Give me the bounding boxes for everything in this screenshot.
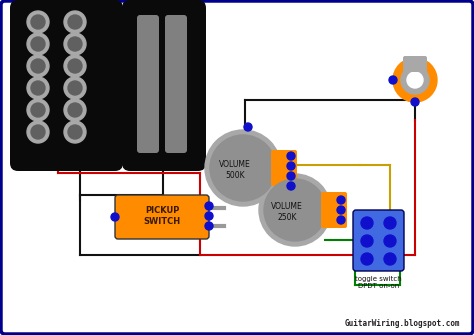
FancyBboxPatch shape (403, 56, 427, 72)
Circle shape (27, 55, 49, 77)
Circle shape (287, 172, 295, 180)
Text: PICKUP
SWITCH: PICKUP SWITCH (144, 206, 181, 226)
Text: VOLUME
500K: VOLUME 500K (219, 160, 251, 180)
Circle shape (337, 196, 345, 204)
Circle shape (210, 135, 276, 201)
Circle shape (31, 125, 45, 139)
Circle shape (407, 72, 423, 88)
Text: VOLUME
250K: VOLUME 250K (271, 202, 303, 222)
Circle shape (287, 162, 295, 170)
Circle shape (361, 235, 373, 247)
Circle shape (68, 81, 82, 95)
Circle shape (64, 55, 86, 77)
Circle shape (31, 103, 45, 117)
Circle shape (205, 130, 281, 206)
Circle shape (68, 103, 82, 117)
Circle shape (401, 66, 429, 94)
Circle shape (361, 217, 373, 229)
FancyBboxPatch shape (165, 15, 187, 153)
Circle shape (68, 37, 82, 51)
Circle shape (27, 99, 49, 121)
Circle shape (259, 174, 331, 246)
Circle shape (31, 81, 45, 95)
Circle shape (205, 222, 213, 230)
Circle shape (31, 37, 45, 51)
Circle shape (27, 121, 49, 143)
Circle shape (64, 121, 86, 143)
Circle shape (64, 11, 86, 33)
FancyBboxPatch shape (122, 0, 206, 171)
FancyBboxPatch shape (321, 192, 347, 228)
Circle shape (287, 182, 295, 190)
Circle shape (64, 99, 86, 121)
Circle shape (205, 212, 213, 220)
Circle shape (64, 77, 86, 99)
FancyBboxPatch shape (10, 0, 123, 171)
Circle shape (337, 206, 345, 214)
Circle shape (393, 58, 437, 102)
Circle shape (205, 202, 213, 210)
Circle shape (68, 59, 82, 73)
Circle shape (27, 33, 49, 55)
Circle shape (27, 77, 49, 99)
FancyBboxPatch shape (115, 195, 209, 239)
Text: toggle switch
DPDT on-on: toggle switch DPDT on-on (355, 276, 402, 289)
Circle shape (384, 235, 396, 247)
Circle shape (27, 11, 49, 33)
Circle shape (68, 125, 82, 139)
Circle shape (31, 59, 45, 73)
Circle shape (111, 213, 119, 221)
Circle shape (64, 33, 86, 55)
Circle shape (389, 76, 397, 84)
FancyBboxPatch shape (271, 150, 297, 186)
Circle shape (31, 15, 45, 29)
Circle shape (287, 152, 295, 160)
Circle shape (337, 216, 345, 224)
FancyBboxPatch shape (353, 210, 404, 271)
Circle shape (361, 253, 373, 265)
Circle shape (384, 253, 396, 265)
Circle shape (264, 179, 326, 241)
FancyBboxPatch shape (137, 15, 159, 153)
Circle shape (411, 98, 419, 106)
Circle shape (384, 217, 396, 229)
Circle shape (244, 123, 252, 131)
Circle shape (68, 15, 82, 29)
Text: GuitarWiring.blogspot.com: GuitarWiring.blogspot.com (345, 319, 460, 328)
